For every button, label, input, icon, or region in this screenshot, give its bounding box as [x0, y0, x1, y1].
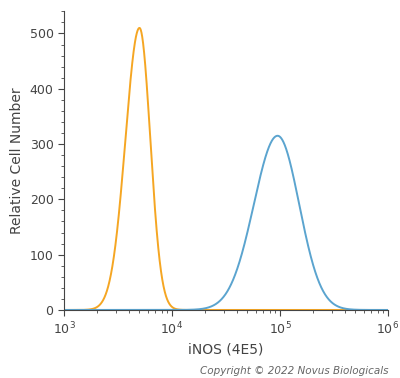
Y-axis label: Relative Cell Number: Relative Cell Number — [10, 87, 24, 234]
Text: Copyright © 2022 Novus Biologicals: Copyright © 2022 Novus Biologicals — [200, 366, 388, 376]
X-axis label: iNOS (4E5): iNOS (4E5) — [188, 342, 264, 356]
